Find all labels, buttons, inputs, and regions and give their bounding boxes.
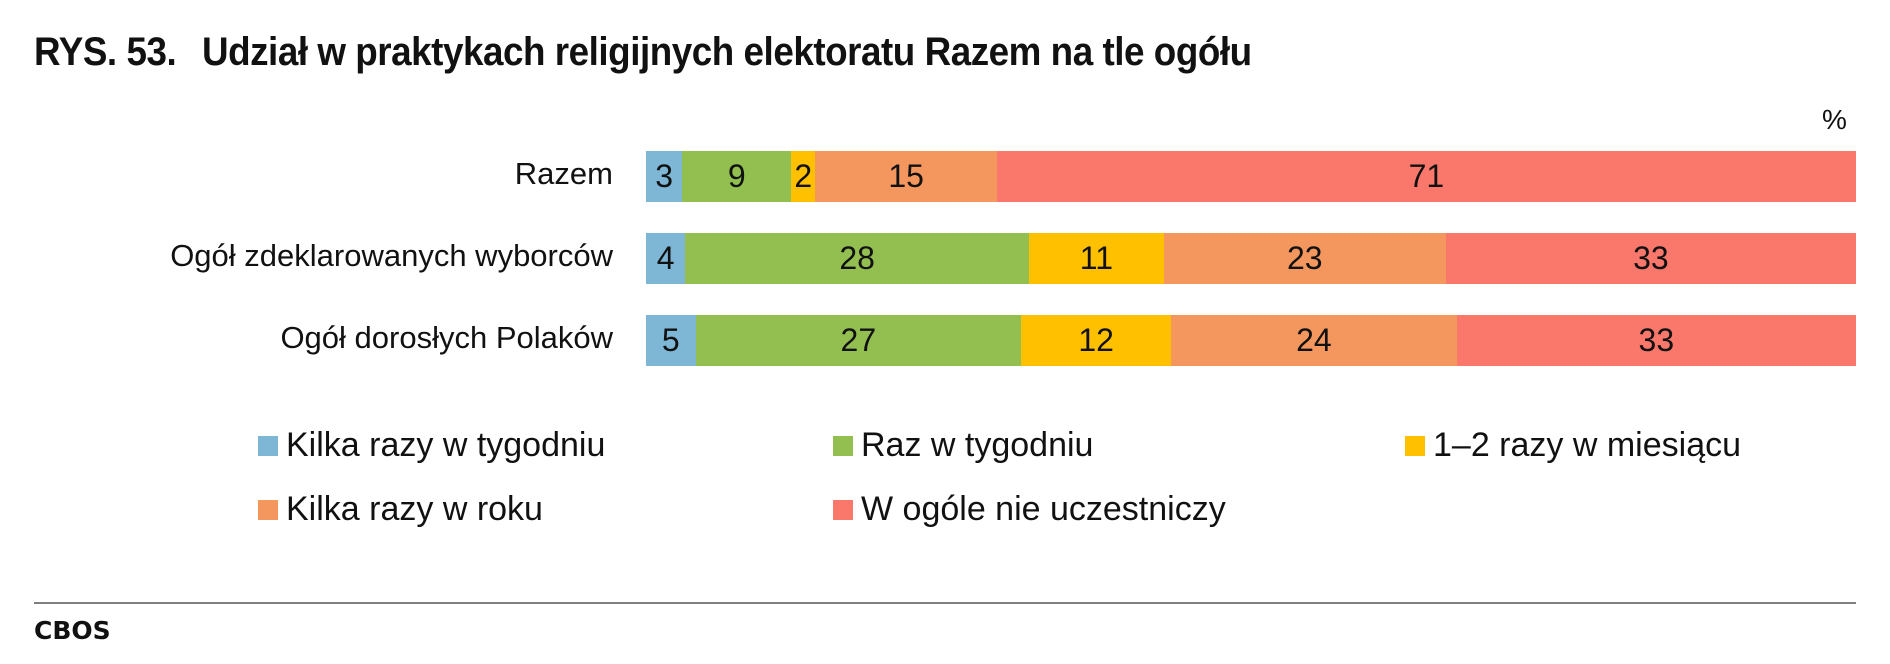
legend-swatch-icon bbox=[833, 499, 853, 520]
segment-kilka-razy-w-roku: 15 bbox=[815, 151, 997, 202]
figure-number: RYS. 53. bbox=[34, 30, 177, 74]
bar-dorosli: 5 27 12 24 33 bbox=[646, 315, 1856, 366]
legend-item-kilka-razy-w-roku: Kilka razy w roku bbox=[258, 490, 543, 529]
legend-label: W ogóle nie uczestniczy bbox=[861, 490, 1226, 528]
legend-item-kilka-razy-w-tygodniu: Kilka razy w tygodniu bbox=[258, 426, 605, 465]
segment-w-ogole-nie: 71 bbox=[996, 151, 1856, 202]
legend-swatch-icon bbox=[258, 499, 278, 520]
segment-kilka-razy-w-tygodniu: 3 bbox=[646, 151, 683, 202]
legend-swatch-icon bbox=[1405, 435, 1425, 456]
segment-w-ogole-nie: 33 bbox=[1445, 233, 1856, 284]
segment-1-2-razy-w-miesiacu: 2 bbox=[791, 151, 816, 202]
bar-razem: 3 9 2 15 71 bbox=[646, 151, 1856, 202]
legend-swatch-icon bbox=[833, 435, 853, 456]
legend-label: 1–2 razy w miesiącu bbox=[1433, 426, 1742, 464]
row-label-zdeklarowani: Ogół zdeklarowanych wyborców bbox=[170, 238, 613, 273]
segment-1-2-razy-w-miesiacu: 11 bbox=[1028, 233, 1164, 284]
segment-kilka-razy-w-tygodniu: 5 bbox=[646, 315, 696, 366]
figure-title-text: Udział w praktykach religijnych elektora… bbox=[201, 30, 1252, 74]
legend-swatch-icon bbox=[258, 435, 278, 456]
unit-label: % bbox=[1822, 104, 1847, 135]
segment-1-2-razy-w-miesiacu: 12 bbox=[1021, 315, 1172, 366]
segment-raz-w-tygodniu: 9 bbox=[682, 151, 792, 202]
segment-raz-w-tygodniu: 27 bbox=[695, 315, 1022, 366]
legend-item-1-2-razy-w-miesiacu: 1–2 razy w miesiącu bbox=[1405, 426, 1741, 465]
segment-kilka-razy-w-roku: 24 bbox=[1171, 315, 1457, 366]
legend-label: Raz w tygodniu bbox=[861, 426, 1094, 464]
source-label: CBOS bbox=[34, 616, 111, 645]
chart-title: RYS. 53. Udział w praktykach religijnych … bbox=[34, 30, 1252, 75]
footer-divider bbox=[34, 602, 1856, 604]
legend-item-raz-w-tygodniu: Raz w tygodniu bbox=[833, 426, 1093, 465]
legend-label: Kilka razy w tygodniu bbox=[286, 426, 606, 464]
row-label-razem: Razem bbox=[514, 156, 613, 191]
legend-item-w-ogole-nie: W ogóle nie uczestniczy bbox=[833, 490, 1226, 529]
segment-kilka-razy-w-roku: 23 bbox=[1163, 233, 1446, 284]
bar-zdeklarowani: 4 28 11 23 33 bbox=[646, 233, 1856, 284]
segment-raz-w-tygodniu: 28 bbox=[685, 233, 1029, 284]
row-label-dorosli: Ogół dorosłych Polaków bbox=[280, 320, 613, 355]
segment-kilka-razy-w-tygodniu: 4 bbox=[646, 233, 686, 284]
segment-w-ogole-nie: 33 bbox=[1456, 315, 1856, 366]
legend-label: Kilka razy w roku bbox=[286, 490, 543, 528]
